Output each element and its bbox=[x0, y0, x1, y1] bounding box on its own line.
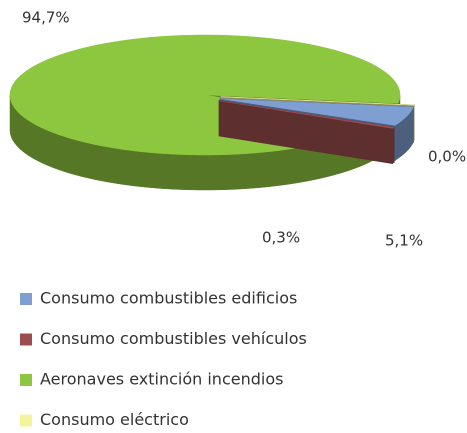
legend-label: Consumo combustibles vehículos bbox=[40, 329, 307, 348]
slice-top bbox=[220, 96, 414, 106]
data-label: 0,3% bbox=[262, 229, 300, 247]
legend-label: Consumo eléctrico bbox=[40, 410, 189, 429]
legend-swatch bbox=[20, 414, 32, 427]
pie-slice bbox=[218, 100, 395, 165]
slice-top bbox=[220, 98, 414, 126]
legend-label: Aeronaves extinción incendios bbox=[40, 370, 283, 389]
legend-swatch bbox=[20, 333, 32, 346]
slice-outer-wall bbox=[392, 126, 395, 164]
legend-label: Consumo combustibles edificios bbox=[40, 289, 297, 308]
legend-swatch bbox=[20, 293, 32, 305]
slice-top bbox=[219, 100, 395, 129]
legend-swatch bbox=[20, 374, 32, 386]
data-label: 5,1% bbox=[385, 232, 423, 250]
data-label: 94,7% bbox=[22, 9, 70, 27]
data-label: 0,0% bbox=[428, 148, 466, 166]
